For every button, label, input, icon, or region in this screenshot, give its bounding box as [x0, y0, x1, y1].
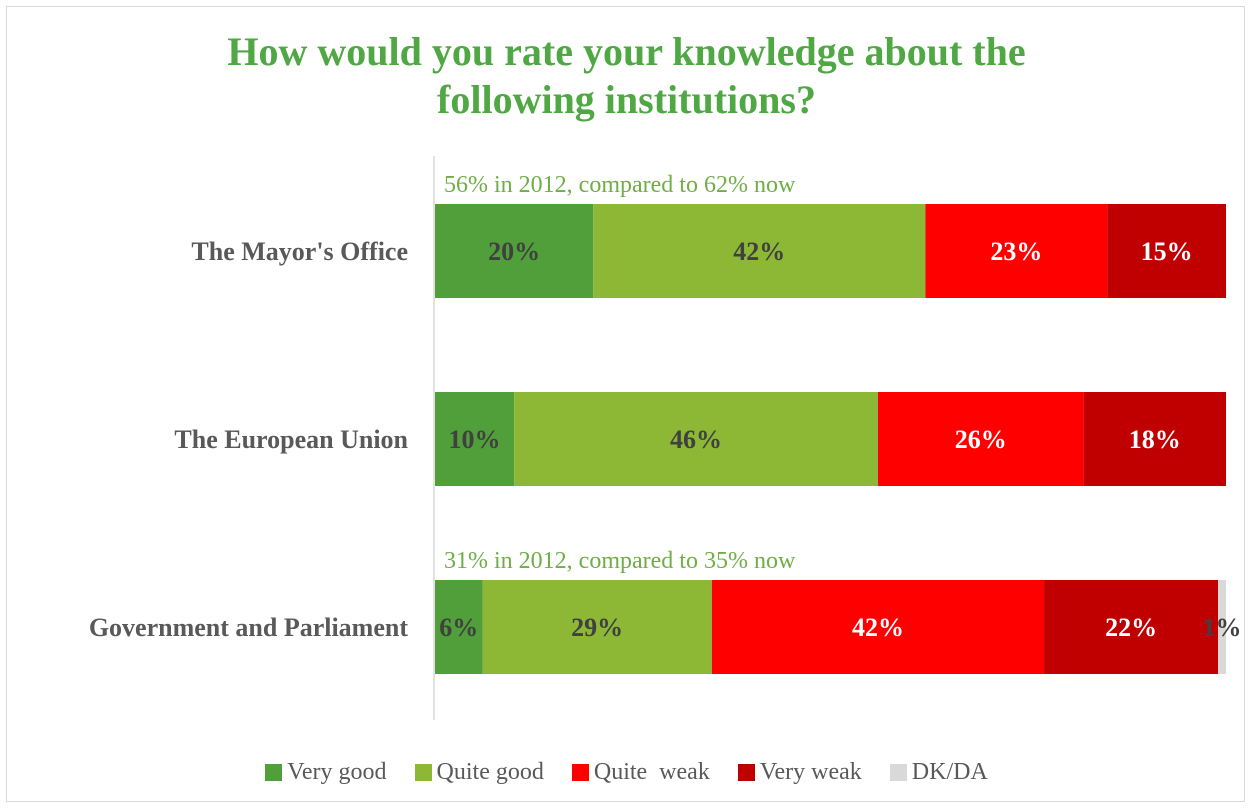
chart-title-line-2: following institutions? [437, 77, 816, 122]
bar-segment [435, 392, 515, 486]
data-label: 26% [955, 425, 1007, 454]
data-label: 6% [439, 613, 478, 642]
legend-label: Very good [287, 759, 387, 785]
legend-item: Very weak [737, 757, 862, 787]
data-label: 20% [488, 237, 540, 266]
bar-segment [514, 392, 878, 486]
legend-label: Quite good [436, 759, 544, 785]
bar-segment [1107, 204, 1226, 298]
legend-item: Quite good [414, 757, 544, 787]
chart-annotation: 56% in 2012, compared to 62% now [444, 172, 796, 198]
bar-segment [482, 580, 712, 674]
data-label: 22% [1105, 613, 1157, 642]
legend-item: Very good [265, 757, 387, 787]
legend-swatch [414, 763, 432, 781]
category-label: The European Union [174, 425, 408, 454]
data-label: 15% [1141, 237, 1193, 266]
chart-legend: Very good Quite good Quite weak Very weak DK… [0, 757, 1253, 787]
category-label: The Mayor's Office [191, 237, 408, 266]
bar-segment [711, 580, 1045, 674]
data-label: 42% [733, 237, 785, 266]
data-label: 23% [990, 237, 1042, 266]
legend-item: Quite weak [571, 757, 710, 787]
chart-title: How would you rate your knowledge about … [0, 28, 1253, 124]
legend-item: DK/DA [889, 757, 988, 787]
legend-label: Very weak [759, 759, 862, 785]
category-label: Government and Parliament [89, 613, 409, 642]
bar-segment [1083, 392, 1226, 486]
legend-swatch [571, 763, 589, 781]
bar-segment [877, 392, 1084, 486]
legend-label: DK/DA [911, 759, 988, 785]
data-label: 18% [1129, 425, 1181, 454]
legend-swatch [889, 763, 907, 781]
legend-swatch [737, 763, 755, 781]
chart-annotation: 31% in 2012, compared to 35% now [444, 548, 796, 574]
bar-segment [1044, 580, 1219, 674]
data-label: 1% [1203, 613, 1242, 642]
legend-swatch [265, 763, 283, 781]
chart-title-line-1: How would you rate your knowledge about … [227, 29, 1026, 74]
data-label: 46% [670, 425, 722, 454]
data-label: 10% [449, 425, 501, 454]
bar-segment [435, 580, 483, 674]
data-label: 42% [852, 613, 904, 642]
legend-label: Quite weak [593, 759, 710, 785]
bar-segment [925, 204, 1108, 298]
bar-segment [435, 204, 594, 298]
data-label: 29% [571, 613, 623, 642]
bar-segment [1218, 580, 1226, 674]
bar-segment [593, 204, 926, 298]
